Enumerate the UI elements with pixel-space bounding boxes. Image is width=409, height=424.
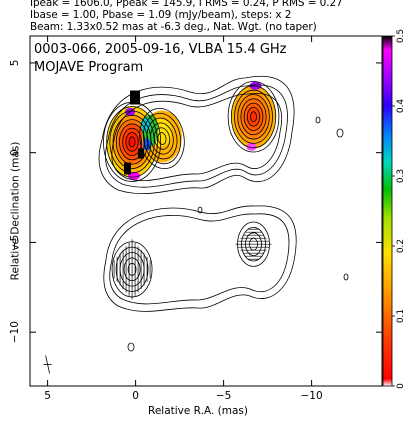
jet-contour-4: [142, 112, 182, 165]
colorbar-tick-label-1: 0.1: [396, 309, 406, 323]
x-tick-label-1: 0: [132, 390, 139, 402]
header-line-2: Ibase = 1.00, Pbase = 1.09 (mJy/beam), s…: [30, 9, 292, 21]
core-contour-8: [103, 101, 162, 182]
x-tick-label-3: −10: [301, 390, 323, 402]
y-tick-label-0: 5: [9, 60, 21, 67]
jet-contour-3: [146, 117, 178, 160]
lower-envelope-contour-0: [103, 205, 297, 312]
lower-envelope-contour-1: [109, 213, 290, 305]
contour-layer: [98, 75, 349, 352]
jet-contour-2: [150, 122, 174, 155]
x-axis-label: Relative R.A. (mas): [148, 405, 248, 417]
jet-pol-black-mid: [138, 148, 144, 159]
colorbar-tick-label-3: 0.3: [396, 169, 406, 183]
envelope-contour-2: [111, 92, 283, 182]
jet-pol-black-top: [130, 90, 140, 105]
jet-contour-5: [139, 108, 185, 169]
noise-contour-5: [343, 273, 349, 281]
noise-contour-1: [336, 128, 344, 138]
noise-contour-2: [315, 116, 321, 124]
core-contour-6: [109, 110, 155, 174]
colorbar-tick-label-0: 0: [396, 383, 406, 389]
noise-contour-3: [197, 206, 203, 214]
colorbar-tick-label-4: 0.4: [396, 99, 406, 114]
plot-title-line-2: MOJAVE Program: [34, 60, 144, 75]
noise-contour-4: [127, 342, 135, 352]
envelope-contour-1: [105, 84, 288, 188]
knot-contour-4: [237, 94, 270, 140]
plot-frame: [29, 35, 383, 387]
core-contour-1: [125, 132, 139, 152]
jet-contour-0: [157, 132, 167, 145]
x-tick-label-2: −5: [216, 390, 231, 402]
jet-pol-black-bottom: [124, 162, 131, 175]
jet-contour-1: [153, 127, 171, 150]
core-pol-edge-bottom: [128, 171, 141, 180]
colorbar-tick-label-5: 0.5: [396, 29, 406, 43]
x-tick-label-0: 5: [44, 390, 51, 402]
plot-title-line-1: 0003-066, 2005-09-16, VLBA 15.4 GHz: [34, 42, 287, 57]
colorbar-tick-label-2: 0.2: [396, 239, 406, 253]
knot-contour-5: [234, 89, 273, 144]
core-contour-0: [128, 136, 136, 148]
core-contour-2: [122, 127, 142, 156]
knot-pol-edge-bottom: [246, 142, 257, 151]
y-tick-label-3: −10: [9, 321, 21, 343]
y-tick-label-1: 0: [9, 149, 21, 156]
envelope-contour-0: [98, 75, 295, 194]
core-contour-3: [119, 123, 146, 161]
plot-border: [29, 35, 383, 387]
colorbar: 0 0.1 0.2 0.3 0.4 0.5: [382, 29, 406, 389]
knot-contour-0: [250, 111, 257, 123]
colorbar-gradient: [382, 35, 393, 387]
knot-contour-6: [230, 85, 277, 149]
core-contour-7: [106, 106, 158, 178]
header-line-3: Beam: 1.33x0.52 mas at -6.3 deg., Nat. W…: [30, 21, 317, 33]
knot-contour-2: [243, 102, 264, 131]
axis-ticks: 5 0 −5 −10 5 0 −5 −10: [9, 36, 382, 402]
y-axis-label: Relative Declination (mas): [9, 141, 22, 281]
knot-contour-3: [240, 98, 267, 136]
y-tick-label-2: −5: [9, 235, 21, 250]
knot-contour-1: [246, 107, 261, 127]
header-line-1: Ipeak = 1606.0, Ppeak = 145.9, I RMS = 0…: [30, 0, 343, 9]
knot-contour-7: [227, 81, 280, 153]
